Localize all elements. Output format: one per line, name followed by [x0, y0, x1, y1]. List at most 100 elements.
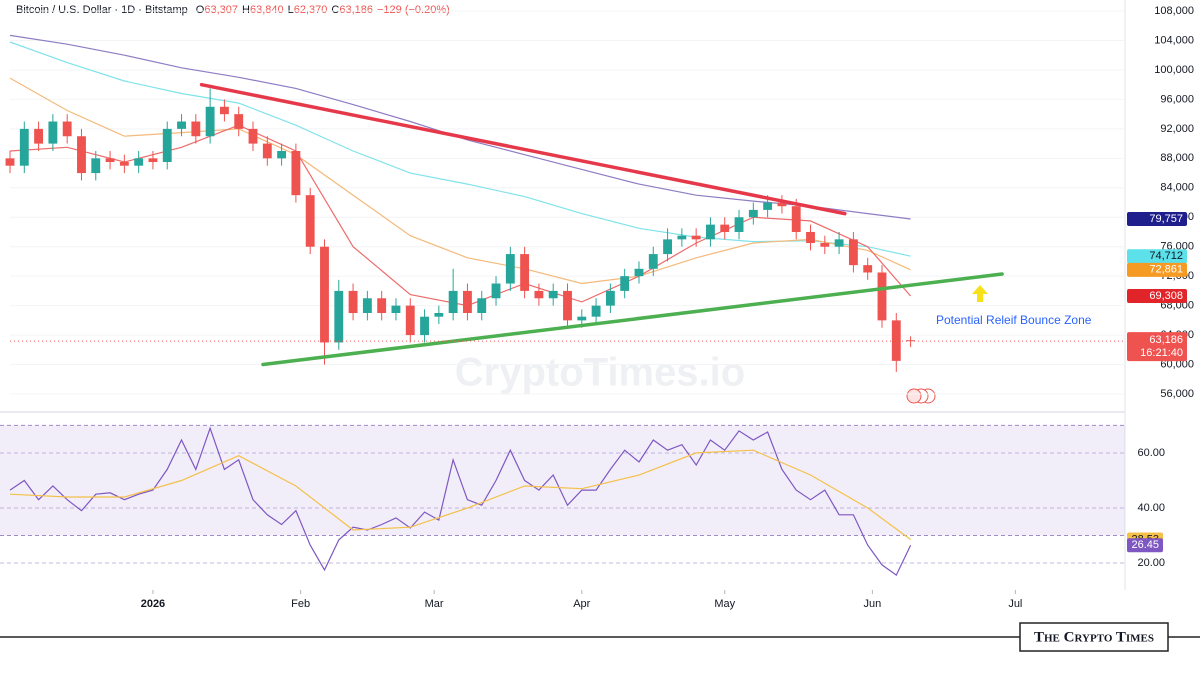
candle-body	[134, 158, 144, 166]
header: Bitcoin / U.S. Dollar · 1D · Bitstamp O63…	[16, 4, 450, 16]
candle-body	[863, 265, 873, 273]
x-tick-label: Feb	[291, 598, 310, 610]
x-tick-label: Mar	[425, 598, 444, 610]
annotation: Potential Releif Bounce Zone	[936, 313, 1092, 327]
candle-body	[620, 276, 630, 291]
y-tick-label: 88,000	[1160, 152, 1194, 164]
candle-body	[534, 290, 544, 299]
ohlc-value: 62,370	[294, 4, 328, 16]
ma-end-label-bg	[1127, 288, 1187, 303]
rsi-badge-bg	[1127, 538, 1163, 553]
candle-body	[605, 290, 615, 306]
candle-body	[491, 283, 501, 299]
candle-body	[105, 158, 115, 163]
ohlc-value: 63,307	[204, 4, 238, 16]
watermark: CryptoTimes.io	[455, 351, 745, 395]
candle-body	[463, 290, 472, 313]
y-tick-label: 96,000	[1160, 93, 1194, 105]
candle-body	[205, 106, 215, 137]
rsi-tick-label: 20.00	[1137, 557, 1165, 569]
candle-body	[277, 150, 287, 159]
trendline	[261, 272, 1004, 367]
ma-end-label: 79,757	[1149, 213, 1183, 225]
arrow-icon	[972, 285, 988, 302]
x-tick-label: Apr	[573, 598, 590, 610]
rsi-band	[0, 425, 1125, 536]
candle-body	[577, 316, 587, 321]
ohlc-key: O	[196, 4, 205, 16]
candle-body	[262, 143, 272, 159]
candle-body	[377, 298, 387, 313]
ma-end-label: 69,308	[1149, 290, 1183, 302]
ma-end-label: 74,712	[1149, 250, 1183, 262]
candle-body	[191, 121, 201, 137]
candle-body	[234, 114, 244, 129]
candle-body	[77, 136, 86, 174]
candle-body	[691, 235, 701, 240]
x-tick-label: Jun	[864, 598, 882, 610]
x-tick-label: May	[714, 598, 735, 610]
candle-body	[405, 305, 415, 336]
y-tick-label: 104,000	[1154, 34, 1194, 46]
candle-body	[34, 128, 44, 144]
candle-body	[177, 121, 186, 129]
candle-body	[5, 158, 15, 166]
candle-body	[348, 290, 358, 313]
ohlc-key: C	[331, 4, 339, 16]
candle-body	[434, 312, 444, 317]
ma-end-label-bg	[1127, 249, 1187, 264]
candle-body	[891, 320, 901, 361]
ohlc-value: 63,186	[339, 4, 373, 16]
symbol: Bitcoin / U.S. Dollar · 1D · Bitstamp	[16, 4, 188, 16]
y-tick-label: 56,000	[1160, 388, 1194, 400]
candle-body	[748, 209, 758, 218]
candle-body	[148, 158, 158, 163]
trendline	[199, 82, 847, 216]
candle-body	[877, 272, 887, 321]
countdown: 16:21:40	[1140, 347, 1183, 359]
candle-body	[448, 290, 458, 313]
candle-body	[291, 150, 301, 196]
candle-body	[734, 217, 744, 232]
footer-brand: The Crypto Times	[1034, 629, 1154, 645]
ohlc-key: L	[288, 4, 294, 16]
candle-body	[334, 290, 344, 343]
change: −129 (−0.20%)	[377, 4, 450, 16]
ohlc-value: 63,840	[250, 4, 284, 16]
candle-body	[634, 268, 644, 277]
candle-body	[677, 235, 687, 240]
candle-body	[320, 246, 329, 343]
footer-box	[1019, 622, 1169, 652]
candle-body	[162, 128, 172, 163]
candle-body	[119, 162, 129, 166]
candle-body	[248, 128, 258, 144]
candle-body	[62, 121, 72, 137]
x-tick-label: Jul	[1008, 598, 1022, 610]
candle-body	[91, 158, 101, 174]
candle-body	[477, 298, 487, 313]
ohlc-key: H	[242, 4, 250, 16]
candle-body	[777, 202, 787, 207]
candle-body	[763, 202, 773, 210]
rsi-line	[9, 426, 912, 577]
y-tick-label: 100,000	[1154, 64, 1194, 76]
rsi-badge: 26.45	[1131, 539, 1159, 551]
candle-body	[520, 254, 530, 291]
price-badge: 63,186	[1149, 334, 1183, 346]
candle-body	[362, 298, 372, 313]
candle-body	[706, 224, 715, 240]
candle-body	[219, 106, 229, 115]
price-badge-bg	[1127, 332, 1187, 362]
ma-end-label-bg	[1127, 262, 1187, 277]
candle-body	[563, 290, 572, 321]
rsi-tick-label: 60.00	[1137, 447, 1165, 459]
moving-average	[9, 34, 911, 220]
candle-body	[391, 305, 401, 313]
candle-body	[648, 254, 658, 269]
moving-average	[9, 77, 911, 285]
candle-body	[663, 239, 672, 255]
candle-body	[19, 128, 29, 166]
candle-body	[548, 290, 558, 299]
